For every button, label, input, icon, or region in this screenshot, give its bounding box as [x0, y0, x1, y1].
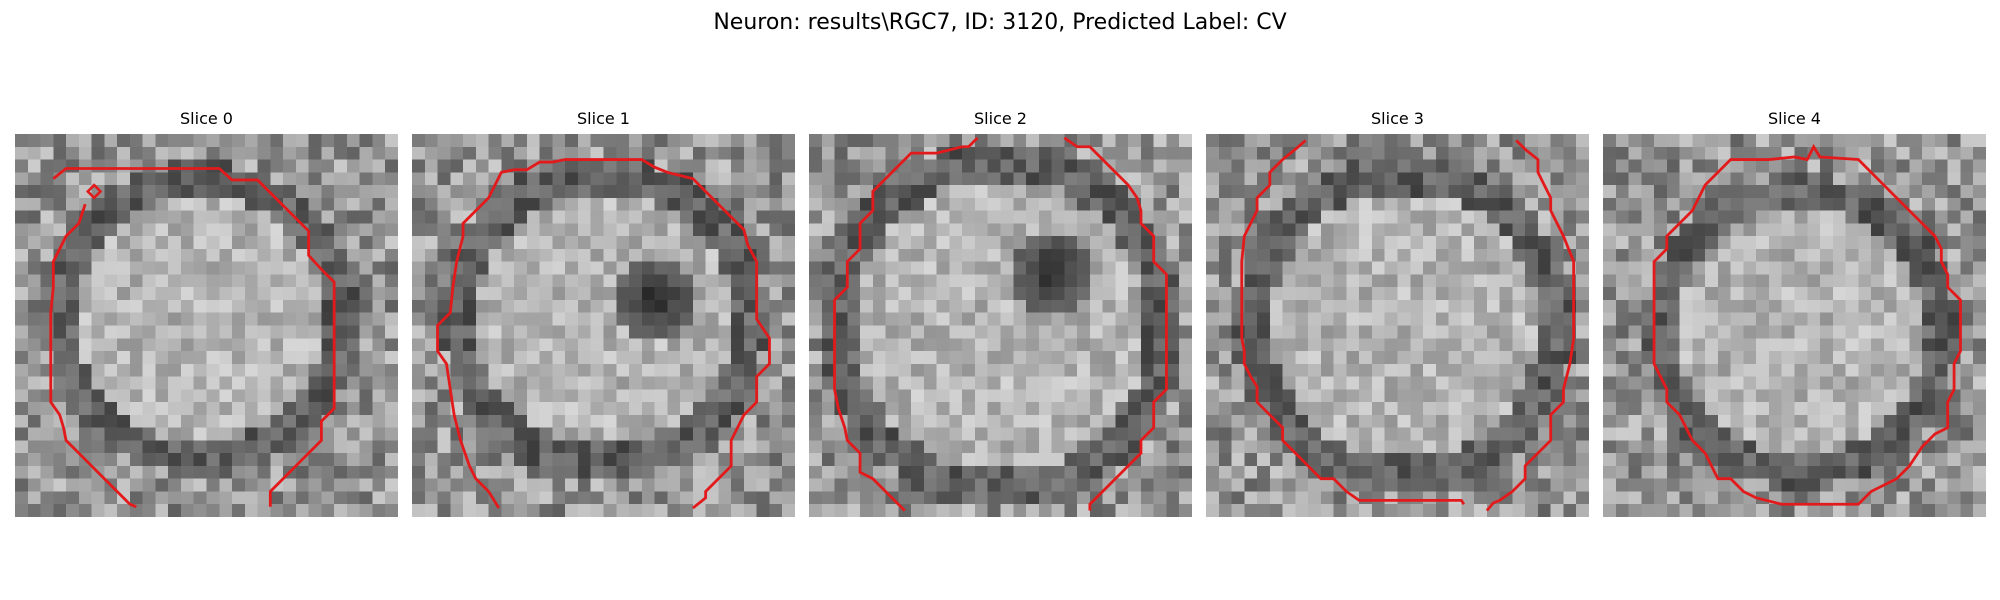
cell-contour-line	[436, 158, 771, 510]
cell-contour-line	[1063, 136, 1168, 511]
microscopy-image-slice-0	[15, 134, 398, 517]
figure-title: Neuron: results\RGC7, ID: 3120, Predicte…	[713, 10, 1287, 35]
cell-contour-line	[833, 136, 979, 512]
microscopy-image-slice-2	[809, 134, 1192, 517]
panel-title: Slice 0	[180, 109, 233, 128]
microscopy-image-slice-4	[1603, 134, 1986, 517]
panel-title: Slice 3	[1371, 109, 1424, 128]
small-contour-marker	[85, 183, 103, 200]
panel-title: Slice 4	[1768, 109, 1821, 128]
cell-contour-line	[1652, 143, 1962, 506]
cell-contour-line	[49, 203, 137, 509]
cell-contour-line	[1485, 139, 1576, 512]
cell-contour-line	[52, 167, 336, 507]
panel-title: Slice 2	[974, 109, 1027, 128]
panel-title: Slice 1	[577, 109, 630, 128]
microscopy-image-slice-3	[1206, 134, 1589, 517]
cell-contour-line	[1240, 139, 1466, 506]
microscopy-image-slice-1	[412, 134, 795, 517]
